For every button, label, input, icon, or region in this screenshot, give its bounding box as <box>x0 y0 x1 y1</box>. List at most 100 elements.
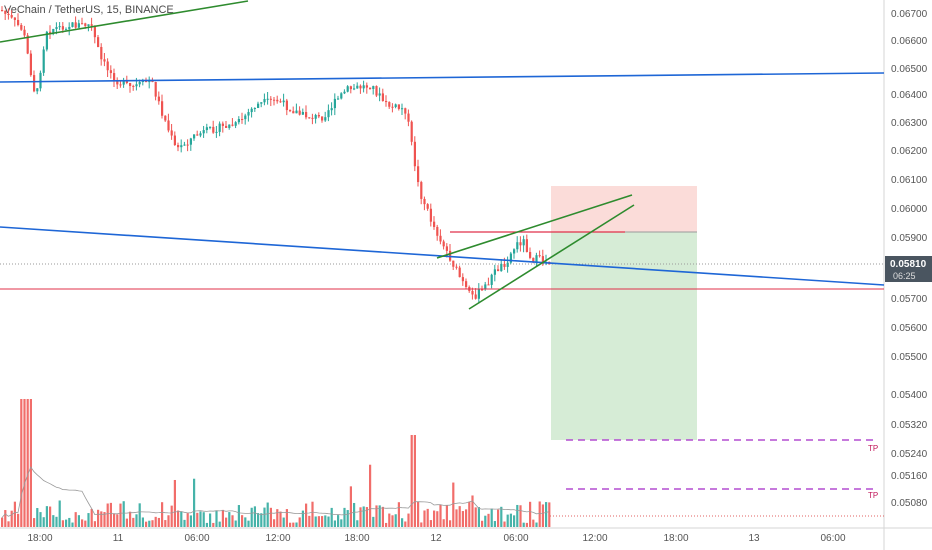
candle-body <box>340 93 343 99</box>
volume-bar <box>420 522 423 527</box>
volume-bar <box>228 512 231 527</box>
candle-body <box>378 93 381 96</box>
candle-body <box>33 75 36 92</box>
volume-bar <box>311 501 314 527</box>
volume-bar <box>90 508 93 527</box>
volume-bar <box>81 519 84 527</box>
volume-bar <box>145 521 148 527</box>
volume-bar <box>397 502 400 527</box>
volume-bar <box>541 504 544 527</box>
price-tick-label: 0.06700 <box>891 9 928 20</box>
volume-bar <box>461 511 464 527</box>
volume-bar <box>68 517 71 527</box>
volume-bar <box>321 516 324 527</box>
take-profit-zone[interactable] <box>551 232 697 440</box>
volume-bar <box>39 512 42 527</box>
volume-bar <box>506 514 509 527</box>
volume-bar <box>221 509 224 527</box>
stop-loss-zone[interactable] <box>551 186 697 232</box>
volume-bar <box>429 520 432 527</box>
candle-body <box>420 182 423 199</box>
volume-bar <box>42 517 45 527</box>
volume-bar <box>340 519 343 527</box>
candle-body <box>289 110 292 112</box>
volume-bar <box>532 519 535 527</box>
candle-body <box>497 269 500 272</box>
volume-bar <box>474 507 477 527</box>
volume-bar <box>279 511 282 527</box>
price-axis[interactable]: 0.06700 0.06600 0.06500 0.06400 0.06300 0.062… <box>891 9 928 509</box>
price-tick-label: 0.06000 <box>891 204 928 215</box>
volume-bar <box>353 502 356 527</box>
candle-body <box>375 86 378 96</box>
candle-body <box>215 131 218 133</box>
candle-body <box>202 130 205 134</box>
candle-body <box>122 80 125 85</box>
time-tick-label: 12 <box>430 533 442 544</box>
candle-body <box>212 126 215 133</box>
volume-bar <box>407 513 410 527</box>
candlestick-series <box>1 6 551 304</box>
top-green-trendline[interactable] <box>0 0 249 43</box>
candle-body <box>413 141 416 167</box>
volume-bar <box>276 509 279 527</box>
volume-bar <box>359 507 362 527</box>
price-tick-label: 0.05500 <box>891 352 928 363</box>
price-tick-label: 0.06600 <box>891 36 928 47</box>
candle-body <box>301 112 304 115</box>
upper-blue-trendline[interactable] <box>0 72 885 83</box>
volume-bar <box>61 520 64 527</box>
candle-body <box>1 10 4 11</box>
volume-bar <box>295 522 298 527</box>
volume-bar <box>116 514 119 527</box>
volume-bar <box>385 522 388 527</box>
price-tick-label: 0.05080 <box>891 498 928 509</box>
volume-bar <box>20 399 23 527</box>
volume-bar <box>423 510 426 527</box>
candle-body <box>225 125 228 128</box>
candle-body <box>353 88 356 90</box>
candle-body <box>269 98 272 100</box>
volume-bar <box>484 515 487 527</box>
volume-bar <box>513 515 516 527</box>
candle-body <box>205 127 208 131</box>
wedge-upper-line[interactable] <box>436 194 633 259</box>
volume-bar <box>225 517 228 527</box>
candle-body <box>231 124 234 126</box>
volume-bar <box>388 513 391 527</box>
volume-series <box>1 399 551 527</box>
volume-bar <box>199 511 202 527</box>
candle-body <box>84 23 87 26</box>
target-label-2: TP <box>868 491 878 500</box>
volume-bar <box>189 515 192 527</box>
candle-body <box>106 61 109 71</box>
candle-body <box>189 138 192 145</box>
wedge-lower-line[interactable] <box>468 204 635 310</box>
volume-bar <box>183 519 186 527</box>
candle-body <box>500 263 503 272</box>
volume-bar <box>250 507 253 527</box>
volume-bar <box>33 518 36 527</box>
candle-body <box>247 112 250 116</box>
time-axis[interactable]: 18:00 11 06:00 12:00 18:00 12 06:00 12:00 18:00 1… <box>27 533 845 544</box>
candle-body <box>461 277 464 282</box>
candle-body <box>516 242 519 250</box>
candle-body <box>157 96 160 102</box>
volume-bar <box>487 513 490 527</box>
candle-body <box>186 144 189 146</box>
volume-bar <box>273 519 276 527</box>
volume-bar <box>445 505 448 527</box>
volume-bar <box>237 505 240 527</box>
candle-body <box>4 10 7 14</box>
candle-body <box>525 239 528 252</box>
candle-body <box>391 106 394 108</box>
volume-bar <box>4 510 7 527</box>
candle-body <box>49 31 52 33</box>
volume-bar <box>13 501 16 527</box>
candle-body <box>241 119 244 121</box>
volume-bar <box>7 521 10 527</box>
candle-body <box>42 49 45 73</box>
volume-bar <box>493 521 496 527</box>
candle-body <box>388 102 391 107</box>
